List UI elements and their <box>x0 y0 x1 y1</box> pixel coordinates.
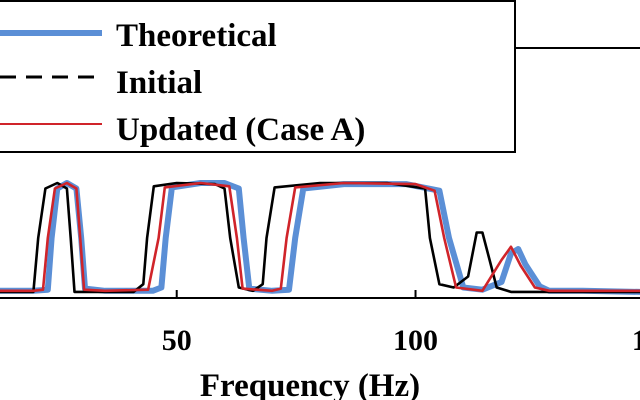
series-group <box>0 180 640 295</box>
x-axis-label: Frequency (Hz) <box>200 368 420 400</box>
x-tick-label-150: 150 <box>632 324 640 357</box>
legend-label-theoretical: Theoretical <box>116 18 277 54</box>
x-tick-group: 50 100 150 <box>162 290 640 357</box>
x-tick-label-50: 50 <box>162 324 192 357</box>
series-line-updated-case-a <box>0 181 640 293</box>
legend-label-initial: Initial <box>116 65 202 101</box>
series-line-theoretical <box>0 180 640 295</box>
legend: Theoretical Initial Updated (Case A) <box>0 0 516 153</box>
legend-label-updated: Updated (Case A) <box>116 112 365 148</box>
series-line-initial <box>0 181 640 294</box>
x-tick-label-100: 100 <box>393 324 438 357</box>
